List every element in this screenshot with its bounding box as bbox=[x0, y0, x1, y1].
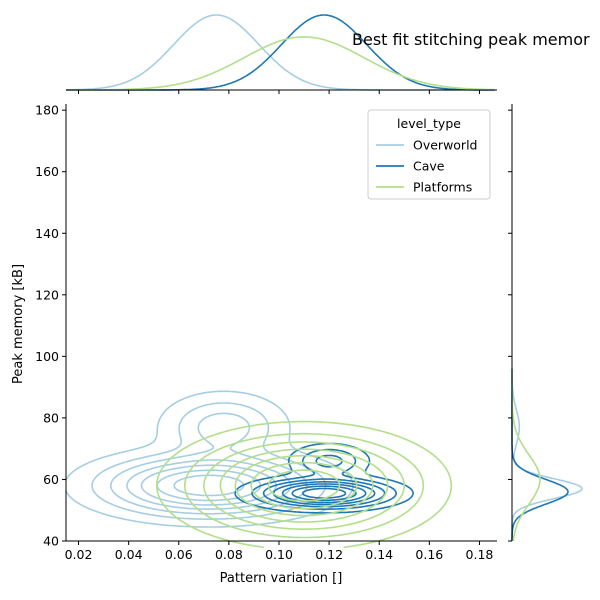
x-tick-label: 0.02 bbox=[65, 547, 93, 562]
x-axis-label: Pattern variation [] bbox=[220, 571, 343, 586]
kde-contours bbox=[65, 390, 453, 548]
contour-platforms-3 bbox=[203, 441, 405, 530]
contour-overworld-4 bbox=[126, 459, 292, 510]
contour-platforms-5 bbox=[234, 454, 374, 517]
legend-label-platforms: Platforms bbox=[413, 180, 472, 195]
kde-series-overworld bbox=[65, 390, 354, 528]
contour-overworld-1 bbox=[65, 390, 354, 528]
y-tick-label: 120 bbox=[35, 287, 59, 302]
x-tick-label: 0.06 bbox=[165, 547, 193, 562]
legend-label-cave: Cave bbox=[413, 159, 445, 174]
right-marginal-cave bbox=[511, 368, 569, 541]
y-tick-label: 180 bbox=[35, 103, 59, 118]
y-tick-label: 80 bbox=[43, 410, 59, 425]
contour-platforms-7 bbox=[267, 469, 341, 502]
contour-cave-7 bbox=[301, 487, 347, 499]
kde-series-platforms bbox=[156, 420, 453, 548]
y-tick-label: 160 bbox=[35, 164, 59, 179]
axes bbox=[65, 89, 513, 542]
legend: level_type Overworld Cave Platforms bbox=[367, 109, 491, 200]
y-tick-label: 40 bbox=[43, 534, 59, 549]
x-tick-label: 0.12 bbox=[315, 547, 343, 562]
chart-title: Best fit stitching peak memor bbox=[352, 30, 590, 49]
x-tick-label: 0.08 bbox=[215, 547, 243, 562]
contour-platforms-2 bbox=[184, 432, 425, 539]
y-axis-label: Peak memory [kB] bbox=[11, 264, 26, 384]
x-tick-label: 0.10 bbox=[265, 547, 293, 562]
kde-series-cave bbox=[234, 442, 414, 514]
y-tick-label: 60 bbox=[43, 472, 59, 487]
x-tick-label: 0.18 bbox=[466, 547, 494, 562]
x-tick-label: 0.14 bbox=[365, 547, 393, 562]
top-marginal-platforms bbox=[66, 36, 495, 91]
right-marginal-platforms bbox=[511, 368, 541, 542]
top-marginal-overworld bbox=[65, 14, 495, 91]
right-marginal-overworld bbox=[511, 368, 583, 541]
contour-platforms-4 bbox=[219, 448, 389, 523]
right-marginal-densities bbox=[511, 368, 583, 542]
top-marginal-densities bbox=[65, 14, 495, 91]
top-marginal-cave bbox=[66, 14, 495, 91]
y-tick-label: 140 bbox=[35, 226, 59, 241]
legend-box bbox=[367, 109, 491, 200]
contour-platforms-6 bbox=[250, 461, 358, 510]
contour-platforms-1 bbox=[156, 420, 453, 548]
y-tick-label: 100 bbox=[35, 349, 59, 364]
legend-label-overworld: Overworld bbox=[413, 138, 477, 153]
contour-cave-4 bbox=[272, 481, 376, 506]
ticks: 0.02 0.04 0.06 0.08 0.10 0.12 0.14 0.16 0.18 40 60… bbox=[35, 90, 512, 562]
legend-title: level_type bbox=[397, 116, 461, 131]
x-tick-label: 0.04 bbox=[115, 547, 143, 562]
x-tick-label: 0.16 bbox=[415, 547, 443, 562]
